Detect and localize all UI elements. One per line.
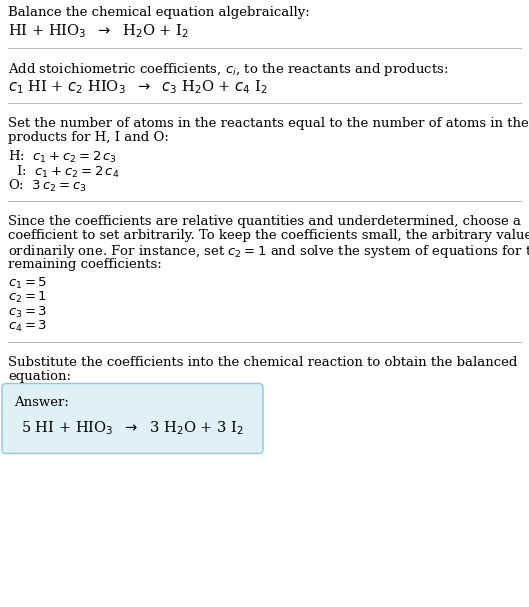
FancyBboxPatch shape xyxy=(2,384,263,453)
Text: H:  $c_1 + c_2 = 2\,c_3$: H: $c_1 + c_2 = 2\,c_3$ xyxy=(8,149,117,165)
Text: Set the number of atoms in the reactants equal to the number of atoms in the: Set the number of atoms in the reactants… xyxy=(8,117,529,130)
Text: products for H, I and O:: products for H, I and O: xyxy=(8,132,169,144)
Text: $c_1 = 5$: $c_1 = 5$ xyxy=(8,276,47,291)
Text: Since the coefficients are relative quantities and underdetermined, choose a: Since the coefficients are relative quan… xyxy=(8,214,521,228)
Text: 5 HI + HIO$_3$  $\rightarrow$  3 H$_2$O + 3 I$_2$: 5 HI + HIO$_3$ $\rightarrow$ 3 H$_2$O + … xyxy=(21,419,244,437)
Text: ordinarily one. For instance, set $c_2 = 1$ and solve the system of equations fo: ordinarily one. For instance, set $c_2 =… xyxy=(8,243,529,260)
Text: remaining coefficients:: remaining coefficients: xyxy=(8,258,162,271)
Text: $c_1$ HI + $c_2$ HIO$_3$  $\rightarrow$  $c_3$ H$_2$O + $c_4$ I$_2$: $c_1$ HI + $c_2$ HIO$_3$ $\rightarrow$ $… xyxy=(8,78,268,96)
Text: HI + HIO$_3$  $\rightarrow$  H$_2$O + I$_2$: HI + HIO$_3$ $\rightarrow$ H$_2$O + I$_2… xyxy=(8,22,189,40)
Text: O:  $3\,c_2 = c_3$: O: $3\,c_2 = c_3$ xyxy=(8,178,87,194)
Text: Answer:: Answer: xyxy=(14,396,69,409)
Text: coefficient to set arbitrarily. To keep the coefficients small, the arbitrary va: coefficient to set arbitrarily. To keep … xyxy=(8,229,529,242)
Text: $c_3 = 3$: $c_3 = 3$ xyxy=(8,305,47,320)
Text: $c_4 = 3$: $c_4 = 3$ xyxy=(8,319,47,334)
Text: $c_2 = 1$: $c_2 = 1$ xyxy=(8,290,47,305)
Text: equation:: equation: xyxy=(8,370,71,383)
Text: I:  $c_1 + c_2 = 2\,c_4$: I: $c_1 + c_2 = 2\,c_4$ xyxy=(8,163,120,180)
Text: Add stoichiometric coefficients, $c_i$, to the reactants and products:: Add stoichiometric coefficients, $c_i$, … xyxy=(8,61,449,78)
Text: Balance the chemical equation algebraically:: Balance the chemical equation algebraica… xyxy=(8,6,310,19)
Text: Substitute the coefficients into the chemical reaction to obtain the balanced: Substitute the coefficients into the che… xyxy=(8,356,517,368)
